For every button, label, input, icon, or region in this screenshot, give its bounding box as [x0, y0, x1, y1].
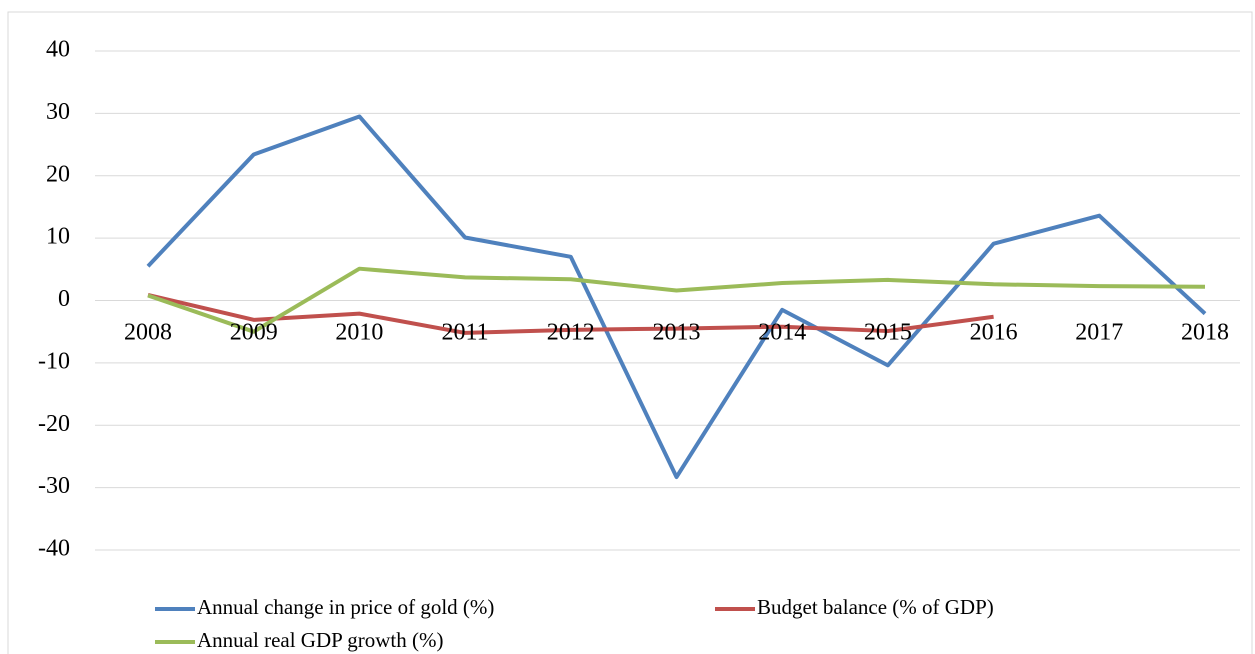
y-tick-label: 30: [46, 99, 70, 125]
x-tick-label: 2009: [230, 320, 278, 346]
series-line: [146, 114, 1207, 480]
y-tick-label: -10: [38, 348, 70, 374]
y-tick-label: 0: [58, 286, 70, 312]
chart-border: [7, 11, 1253, 654]
y-tick-label: 10: [46, 224, 70, 250]
legend-label: Annual real GDP growth (%): [197, 628, 444, 652]
legend-label: Budget balance (% of GDP): [757, 595, 994, 619]
y-tick-label: -30: [38, 473, 70, 499]
x-tick-label: 2016: [970, 320, 1018, 346]
x-tick-label: 2014: [758, 320, 806, 346]
x-tick-label: 2008: [124, 320, 172, 346]
y-tick-label: -40: [38, 536, 70, 562]
y-tick-label: -20: [38, 411, 70, 437]
y-tick-label: 40: [46, 37, 70, 63]
x-tick-label: 2011: [442, 320, 489, 346]
series-line: [147, 292, 994, 335]
legend-label: Annual change in price of gold (%): [197, 595, 494, 619]
x-tick-label: 2012: [547, 320, 595, 346]
series-line: [147, 266, 1206, 334]
x-tick-label: 2015: [864, 320, 912, 346]
x-tick-label: 2017: [1075, 320, 1123, 346]
y-tick-label: 20: [46, 161, 70, 187]
x-tick-label: 2018: [1181, 320, 1229, 346]
x-tick-label: 2010: [335, 320, 383, 346]
x-tick-label: 2013: [653, 320, 701, 346]
